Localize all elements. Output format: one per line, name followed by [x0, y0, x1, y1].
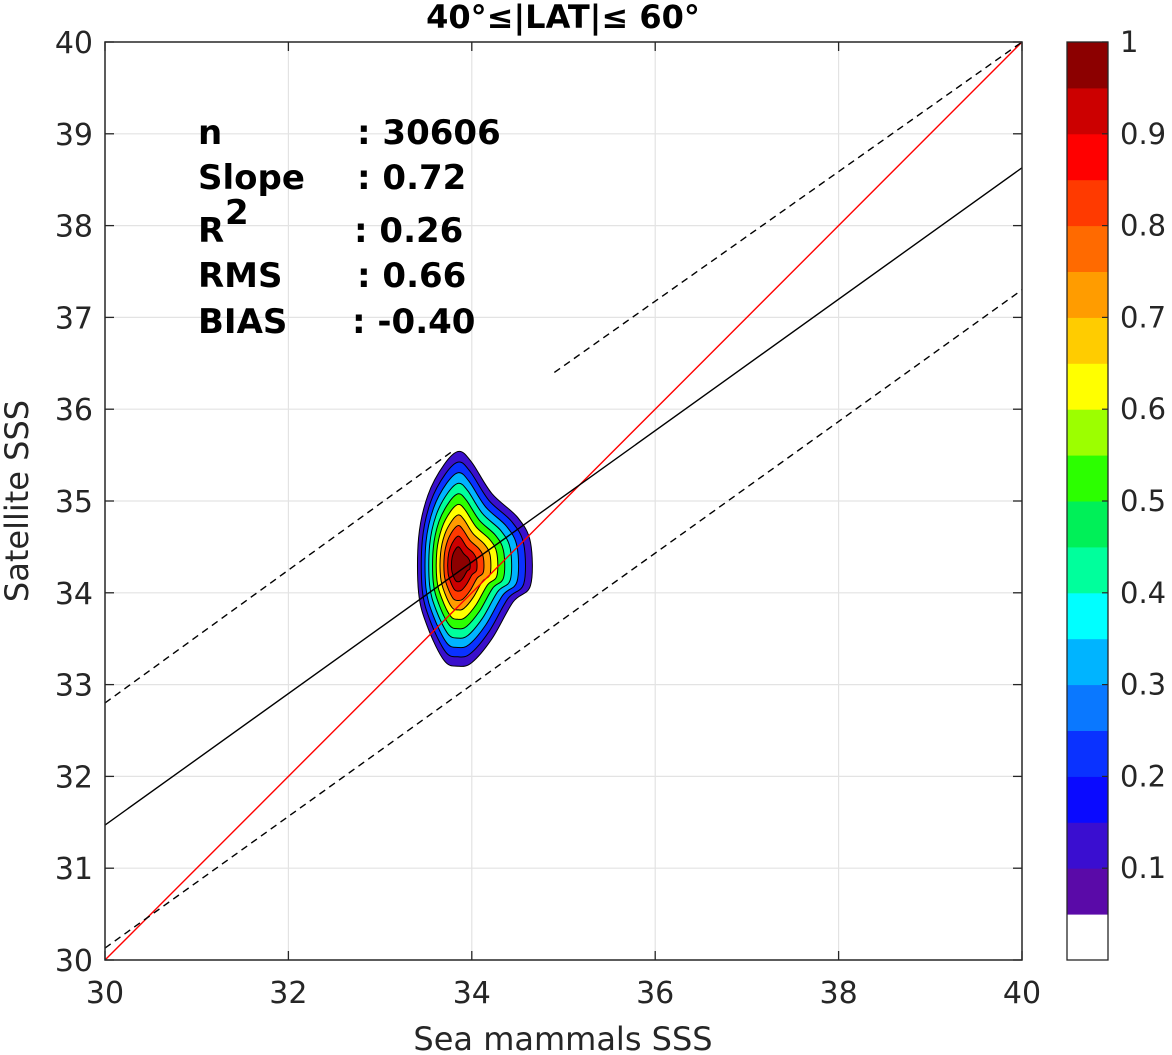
y-tick-label: 35: [55, 485, 93, 520]
identity-line: [105, 42, 1022, 960]
colorbar-swatch: [1067, 271, 1108, 318]
y-tick-label: 33: [55, 669, 93, 704]
stat-value: : 30606: [357, 113, 501, 153]
y-tick-label: 36: [55, 393, 93, 428]
x-tick-label: 34: [453, 976, 491, 1011]
colorbar: 0.1 0.2 0.3 0.4 0.5 0.6 0.7 0.8 0.9 1: [1066, 25, 1166, 961]
colorbar-swatch: [1067, 87, 1108, 135]
stat-value: : 0.72: [357, 158, 466, 198]
regression-line: [105, 167, 1022, 826]
colorbar-tick-label: 0.5: [1120, 484, 1166, 518]
y-tick-label: 39: [55, 118, 93, 153]
colorbar-swatch: [1067, 179, 1108, 227]
reference-lines: [105, 42, 1022, 960]
stat-key: n: [198, 113, 222, 153]
colorbar-swatch: [1067, 363, 1108, 410]
colorbar-swatch: [1067, 914, 1108, 961]
colorbar-tick-label: 0.2: [1120, 759, 1166, 793]
x-axis-label: Sea mammals SSS: [413, 1020, 712, 1055]
chart-title: 40°≤|LAT|≤ 60°: [426, 0, 700, 37]
y-tick-label: 34: [55, 577, 93, 612]
x-tick-label: 38: [820, 976, 858, 1011]
stat-key: BIAS: [198, 302, 287, 342]
colorbar-swatch: [1067, 546, 1108, 594]
stat-value: : 0.26: [354, 211, 463, 251]
colorbar-swatch: [1067, 684, 1108, 731]
colorbar-swatch: [1067, 822, 1108, 869]
colorbar-swatch: [1067, 776, 1108, 823]
x-tick-label: 36: [636, 976, 674, 1011]
x-tick-label: 30: [86, 976, 124, 1011]
colorbar-swatch: [1067, 317, 1108, 364]
stat-key: R: [198, 211, 224, 251]
colorbar-tick-label: 0.6: [1120, 392, 1166, 426]
colorbar-tick-label: 0.1: [1120, 851, 1166, 885]
density-contours: [416, 450, 533, 667]
y-tick-label: 32: [55, 760, 93, 795]
colorbar-swatch: [1067, 868, 1108, 915]
colorbar-swatch: [1067, 409, 1108, 456]
colorbar-tick-label: 0.4: [1120, 576, 1166, 610]
y-tick-label: 40: [55, 26, 93, 61]
colorbar-swatch: [1067, 42, 1108, 89]
colorbar-swatch: [1067, 455, 1108, 502]
colorbar-tick-label: 0.7: [1120, 300, 1166, 334]
colorbar-swatch: [1067, 501, 1108, 548]
colorbar-swatch: [1067, 225, 1108, 272]
x-tick-label: 40: [1003, 976, 1041, 1011]
y-axis-label: Satellite SSS: [0, 400, 36, 602]
colorbar-tick-label: 1: [1120, 25, 1138, 59]
stat-value: : 0.66: [357, 256, 466, 296]
x-tick-label: 32: [269, 976, 307, 1011]
stat-key-superscript: 2: [225, 193, 249, 233]
y-tick-label: 37: [55, 301, 93, 336]
stat-key: Slope: [198, 158, 305, 198]
y-tick-label: 31: [55, 852, 93, 887]
axis-ticks: 30 32 34 36 38 40 30 31 32 33 34 35 36 37 38 39 40: [55, 26, 1041, 1011]
colorbar-swatch: [1067, 730, 1108, 777]
colorbar-swatch: [1067, 638, 1108, 686]
y-tick-label: 30: [55, 944, 93, 979]
lower-bound-line: [105, 289, 1022, 949]
stat-value: : -0.40: [352, 302, 475, 342]
colorbar-swatch: [1067, 592, 1108, 640]
statistics-box: n : 30606 Slope : 0.72 R 2 : 0.26 RMS : 0.66 BIAS…: [198, 113, 501, 342]
colorbar-swatch: [1067, 133, 1108, 181]
stat-key: RMS: [198, 256, 283, 296]
colorbar-tick-label: 0.9: [1120, 117, 1166, 151]
y-tick-label: 38: [55, 210, 93, 245]
colorbar-tick-label: 0.8: [1120, 209, 1166, 243]
colorbar-tick-label: 0.3: [1120, 668, 1166, 702]
